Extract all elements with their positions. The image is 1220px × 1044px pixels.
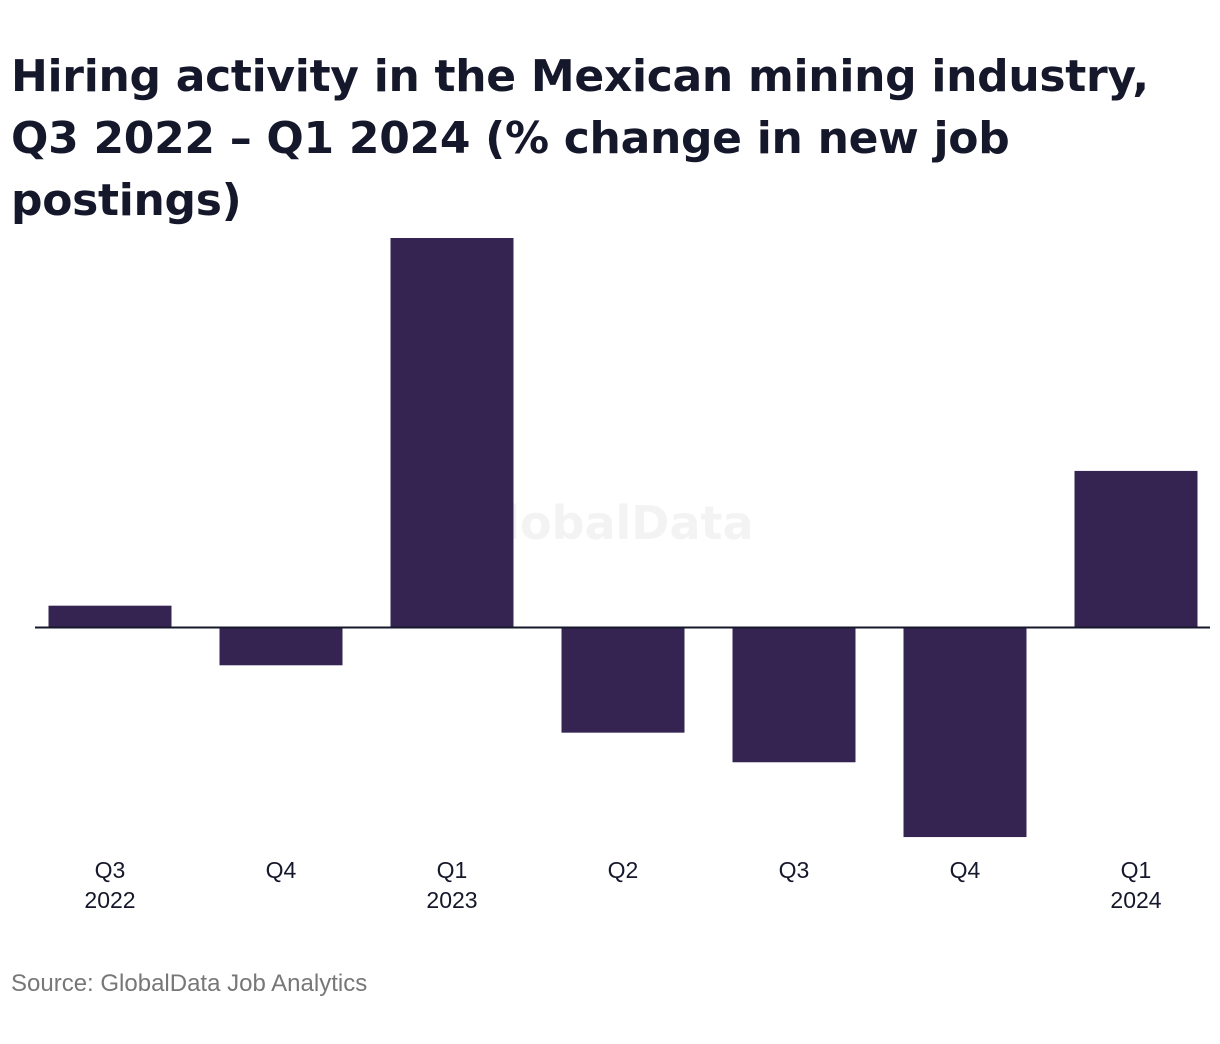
x-tick-year: 2024 [1110,887,1161,913]
x-tick-quarter: Q1 [1121,857,1152,883]
bar-q4-5 [903,627,1027,838]
x-tick-quarter: Q4 [266,857,297,883]
watermark: GlobalData [466,496,753,550]
source-note: Source: GlobalData Job Analytics [11,970,368,997]
x-tick-year: 2023 [426,887,477,913]
bars-group [48,238,1198,838]
bar-q1-2 [390,238,514,628]
x-tick-year: 2022 [84,887,135,913]
x-tick-quarter: Q4 [950,857,981,883]
x-tick-quarter: Q3 [779,857,810,883]
bar-q3-4 [732,627,856,763]
chart-title: Hiring activity in the Mexican mining in… [11,51,1149,226]
bar-q3-0 [48,605,172,628]
bar-q4-1 [219,627,343,666]
x-tick-quarter: Q3 [95,857,126,883]
x-tick-labels: Q3 2022 Q4 Q1 2023 Q2 Q3 Q4 Q1 2024 [84,857,1161,913]
x-tick-quarter: Q2 [608,857,639,883]
bar-q1-6 [1074,470,1198,628]
x-tick-quarter: Q1 [437,857,468,883]
bar-q2-3 [561,627,685,733]
